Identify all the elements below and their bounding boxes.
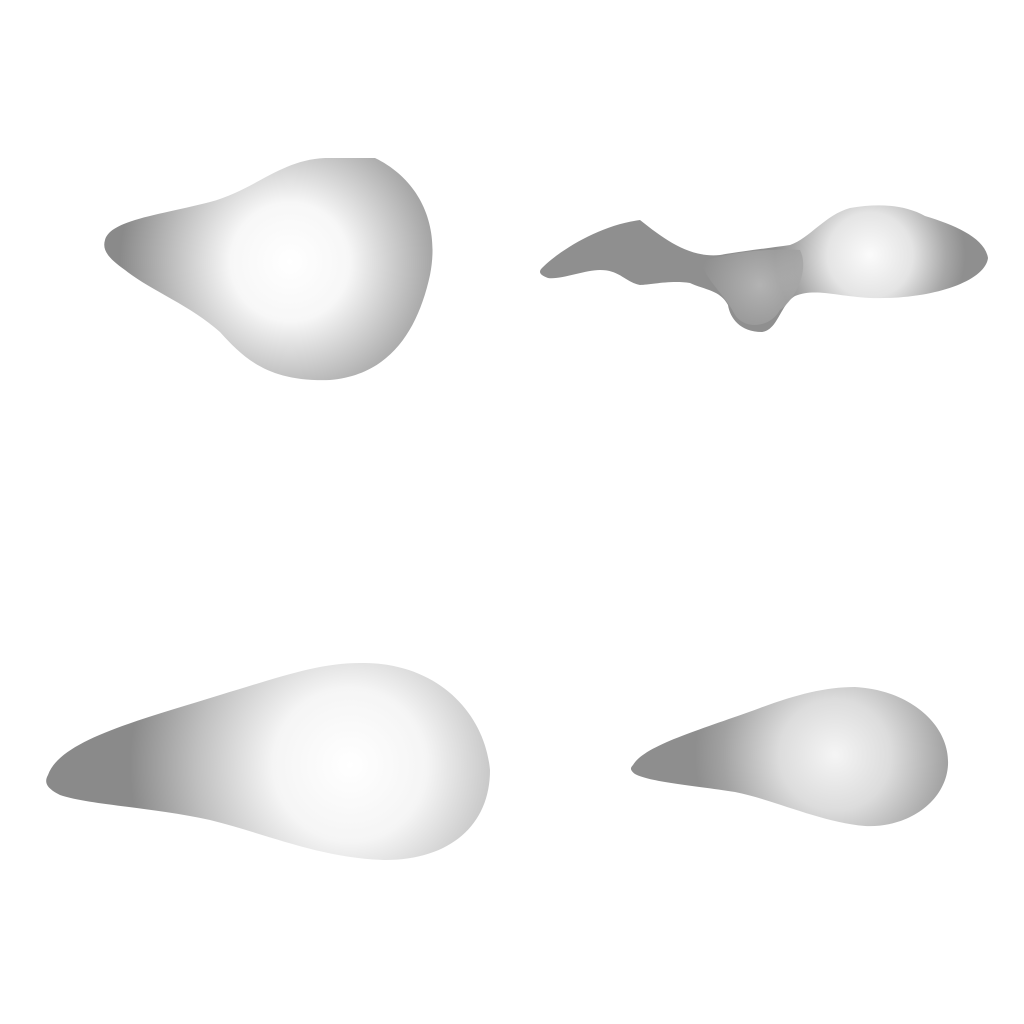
blob-top-left [104,158,433,381]
blob-bottom-left [46,662,490,860]
blob-bottom-right [630,687,949,827]
blob-top-right-midshade [700,249,804,326]
